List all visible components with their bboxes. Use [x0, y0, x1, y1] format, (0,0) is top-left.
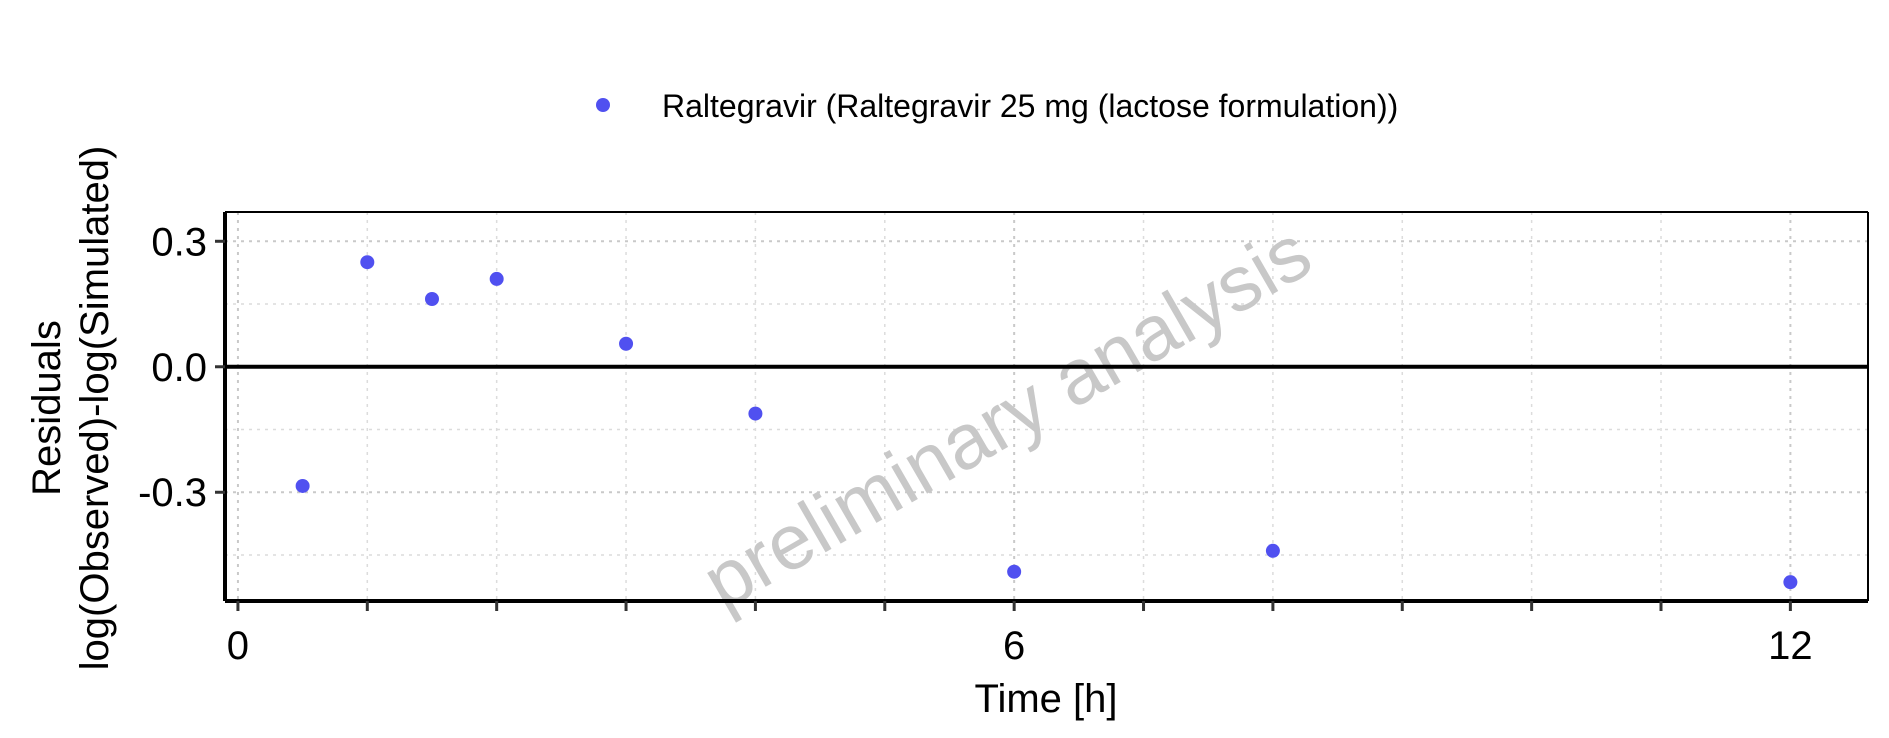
tick-labels: 0 6 12 0.3 0.0 -0.3 [138, 220, 1813, 668]
data-point-0-7 [1265, 543, 1280, 558]
x-tick-label-1: 6 [1003, 624, 1025, 668]
y-axis-title-line1: Residuals [25, 320, 69, 496]
x-axis-title: Time [h] [975, 677, 1118, 721]
legend: Raltegravir (Raltegravir 25 mg (lactose … [596, 88, 1398, 124]
data-point-0-5 [748, 406, 763, 421]
y-axis-title-line2: log(Observed)-log(Simulated) [73, 146, 117, 671]
watermark: preliminary analysis [688, 207, 1325, 626]
data-points [295, 255, 1798, 590]
x-tick-label-2: 12 [1768, 624, 1813, 668]
data-point-0-2 [424, 292, 439, 307]
y-tick-label-2: -0.3 [138, 471, 207, 515]
axes [215, 211, 1869, 611]
data-point-0-0 [295, 478, 310, 493]
legend-marker [596, 98, 610, 112]
data-point-0-6 [1007, 564, 1022, 579]
data-point-0-1 [360, 255, 375, 270]
data-point-0-8 [1783, 575, 1798, 590]
data-point-0-4 [619, 336, 634, 351]
legend-label: Raltegravir (Raltegravir 25 mg (lactose … [662, 88, 1398, 124]
x-tick-label-0: 0 [227, 624, 249, 668]
y-tick-label-0: 0.3 [151, 220, 207, 264]
y-tick-label-1: 0.0 [151, 346, 207, 390]
data-point-0-3 [489, 271, 504, 286]
